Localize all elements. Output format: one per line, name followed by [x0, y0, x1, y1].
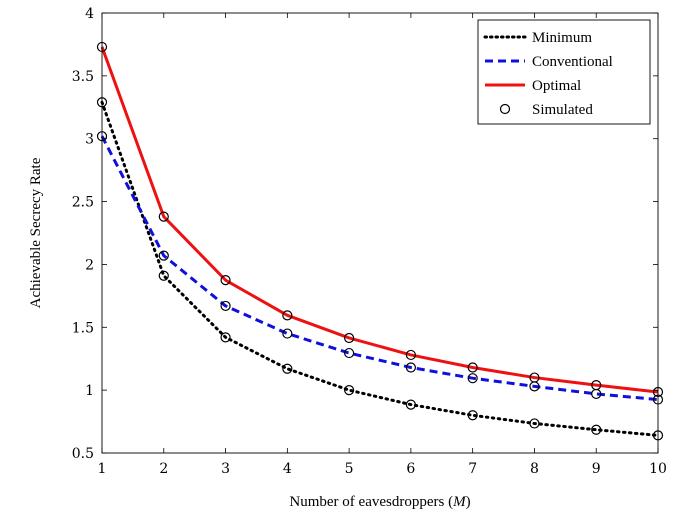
simulated-point [158, 270, 169, 281]
x-tick-label: 4 [283, 461, 292, 477]
simulated-point [529, 418, 540, 429]
series-line-optimal [100, 46, 659, 394]
y-tick-label: 1 [85, 383, 94, 399]
simulated-markers [96, 41, 664, 441]
simulated-point [220, 300, 231, 312]
simulated-point [282, 363, 293, 374]
simulated-point [344, 347, 355, 359]
y-tick-label: 3.5 [72, 69, 94, 85]
tick-labels: 1 2 3 4 5 6 7 8 9 100.511.522.533.54 [72, 6, 667, 477]
plot-frame [101, 12, 659, 454]
x-tick-label: 5 [345, 461, 354, 477]
simulated-point [467, 362, 478, 373]
x-tick-label: 3 [221, 461, 230, 477]
y-tick-label: 1.5 [72, 320, 94, 336]
simulated-point [282, 310, 293, 321]
series-lines [100, 46, 660, 437]
simulated-point [591, 380, 602, 391]
simulated-point [158, 211, 169, 222]
legend-label-conventional: Conventional [532, 54, 613, 70]
simulated-point [529, 372, 540, 383]
simulated-point [405, 349, 416, 361]
x-tick-label: 10 [649, 461, 667, 477]
x-tick-label: 7 [468, 461, 477, 477]
axis-ticks [101, 12, 659, 454]
legend-swatch-simulated [499, 103, 511, 115]
y-tick-label: 4 [85, 6, 94, 22]
legend-label-simulated: Simulated [532, 102, 593, 118]
x-tick-label: 6 [406, 461, 415, 477]
simulated-point [405, 362, 416, 373]
y-tick-label: 0.5 [72, 446, 94, 462]
simulated-point [467, 410, 478, 421]
series-line-conventional [100, 135, 659, 402]
x-tick-label: 2 [159, 461, 168, 477]
simulated-point [282, 328, 293, 339]
simulated-point [467, 373, 478, 384]
series-line-minimum [100, 100, 660, 437]
y-tick-label: 2.5 [72, 195, 94, 211]
legend-label-minimum: Minimum [532, 30, 592, 46]
simulated-point [405, 399, 416, 410]
simulated-point [158, 250, 169, 261]
x-axis-label: Number of eavesdroppers (M) [289, 494, 470, 510]
x-tick-label: 1 [98, 461, 107, 477]
y-axis-label: Achievable Secrecy Rate [28, 157, 44, 308]
legend: Minimum Conventional Optimal Simulated [477, 19, 651, 125]
x-tick-label: 8 [530, 461, 539, 477]
x-tick-label: 9 [592, 461, 601, 477]
y-tick-label: 3 [85, 132, 94, 148]
simulated-point [220, 275, 231, 286]
y-tick-label: 2 [85, 257, 94, 273]
simulated-point [220, 332, 231, 343]
simulated-point [344, 385, 355, 396]
simulated-point [591, 424, 602, 435]
simulated-point [344, 332, 355, 344]
legend-label-optimal: Optimal [532, 78, 581, 94]
